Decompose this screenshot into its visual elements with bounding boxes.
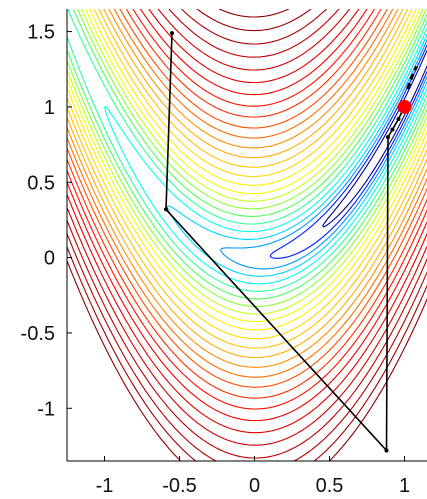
contour-line xyxy=(67,9,427,461)
y-tick-label: -0.5 xyxy=(21,323,55,345)
y-tick-label: 0.5 xyxy=(27,172,55,194)
contour-line xyxy=(67,9,427,307)
path-point xyxy=(384,448,389,453)
contour-line xyxy=(67,9,427,459)
y-tick-label: 1 xyxy=(44,97,55,119)
x-tick-label: -1 xyxy=(96,475,114,497)
minimum-marker xyxy=(397,99,412,114)
contour-line xyxy=(67,9,427,331)
y-tick-label: -1 xyxy=(37,398,55,420)
path-point xyxy=(164,207,168,212)
contour-line xyxy=(67,9,427,410)
contour-line xyxy=(67,9,427,315)
path-point xyxy=(396,116,401,121)
contour-line xyxy=(67,9,427,461)
contour-line xyxy=(67,9,427,340)
contour-line xyxy=(67,9,427,446)
contour-line xyxy=(322,49,427,228)
path-point xyxy=(390,127,395,132)
optimization-path xyxy=(164,31,418,453)
contour-line xyxy=(67,9,427,292)
x-tick-label: 0 xyxy=(249,475,260,497)
contour-line xyxy=(67,9,427,399)
path-point xyxy=(170,31,174,36)
x-tick-label: -0.5 xyxy=(162,475,196,497)
y-tick-label: 0 xyxy=(44,248,55,270)
contour-line xyxy=(67,9,427,422)
x-tick-label: 0.5 xyxy=(316,475,344,497)
path-line xyxy=(406,65,418,90)
contour-lines xyxy=(67,9,427,461)
contour-line xyxy=(67,9,427,434)
x-tick-label: 1 xyxy=(399,475,410,497)
axes: -1 -0.5 0 0.5 1 -1 -0.5 0 0.5 1 1.5 xyxy=(21,9,427,497)
contour-line xyxy=(67,9,427,359)
contour-line xyxy=(67,9,427,323)
contour-line xyxy=(103,27,427,285)
contour-line xyxy=(67,9,427,349)
path-point xyxy=(386,135,390,140)
contour-line xyxy=(220,39,427,270)
contour-line xyxy=(67,9,427,388)
y-tick-label: 1.5 xyxy=(27,22,55,44)
